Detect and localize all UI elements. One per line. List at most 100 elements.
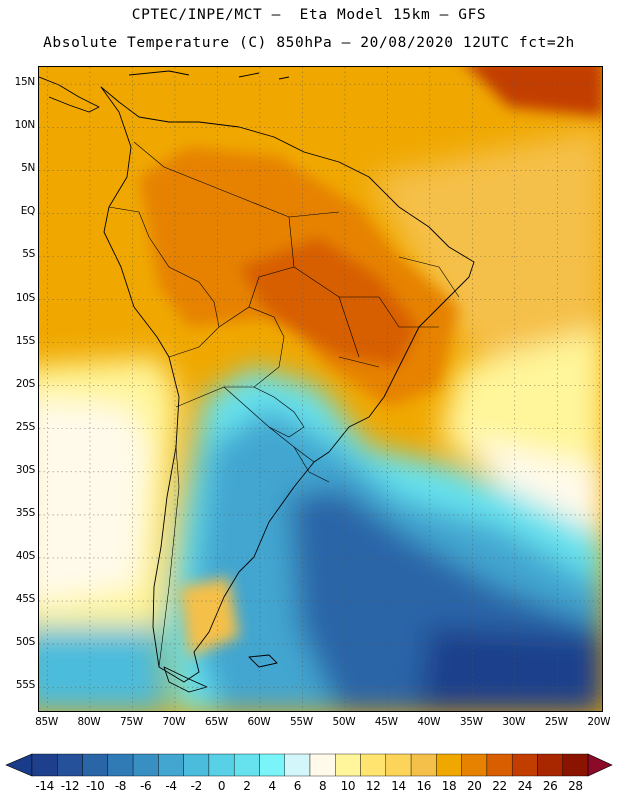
colorbar-tick-label: 2: [243, 779, 251, 793]
chart-title: CPTEC/INPE/MCT – Eta Model 15km – GFS: [131, 7, 487, 23]
lon-tick-label: 60W: [247, 716, 271, 728]
field-hot-northeast: [469, 67, 602, 117]
colorbar-tick-label: -6: [140, 779, 152, 793]
temperature-field: [39, 67, 602, 711]
colorbar-tick-label: 18: [441, 779, 457, 793]
colorbar-swatch: [410, 753, 437, 777]
colorbar-over-arrow: [587, 753, 613, 777]
colorbar: [5, 753, 613, 777]
lon-tick-label: 80W: [77, 716, 101, 728]
colorbar-tick-label: 26: [542, 779, 558, 793]
lat-tick-label: 35S: [15, 506, 35, 519]
colorbar-swatch: [461, 753, 488, 777]
lat-tick-label: 5S: [22, 248, 35, 261]
colorbar-tick-label: 16: [416, 779, 431, 793]
lat-tick-label: 30S: [15, 463, 35, 476]
lon-tick-label: 50W: [332, 716, 356, 728]
map-panel: [38, 66, 603, 712]
lon-tick-label: 30W: [502, 716, 526, 728]
colorbar-swatch: [57, 753, 83, 777]
colorbar-tick-label: -10: [85, 779, 105, 793]
field-south-pacific: [39, 627, 169, 711]
colorbar-swatch: [31, 753, 58, 777]
lat-tick-label: 40S: [15, 549, 35, 562]
coastlines: [39, 70, 475, 693]
lat-tick-label: 20S: [15, 377, 35, 390]
colorbar-swatch: [562, 753, 589, 777]
colorbar-swatch: [436, 753, 462, 777]
colorbar-tick-label: -4: [165, 779, 177, 793]
field-pale-pacific: [39, 398, 149, 604]
field-hottest-core: [239, 237, 419, 367]
border-paraguay: [253, 386, 305, 438]
colorbar-tick-label: 8: [319, 779, 327, 793]
colorbar-tick-label: -14: [35, 779, 54, 793]
colorbar-swatch: [511, 753, 538, 777]
brazil-states: [238, 196, 460, 368]
colorbar-tick-label: 24: [517, 779, 533, 793]
temperature-map: [39, 67, 602, 711]
colorbar-tick-label: 22: [492, 779, 507, 793]
lon-tick-label: 55W: [289, 716, 313, 728]
field-atlantic-pale: [469, 437, 602, 537]
colorbar-swatch: [158, 753, 184, 777]
lat-tick-label: 50S: [15, 636, 35, 649]
colorbar-tick-label: -12: [60, 779, 80, 793]
colorbar-tick-label: 6: [293, 779, 302, 793]
colorbar-tick-label: -2: [190, 779, 203, 793]
colorbar-swatch: [360, 753, 387, 777]
colorbar-swatch: [183, 753, 210, 777]
border-argentina-north: [175, 386, 315, 463]
colorbar-swatch: [284, 753, 311, 777]
lat-tick-label: 15N: [14, 76, 36, 89]
colorbar-swatch: [259, 753, 285, 777]
colorbar-swatch: [537, 753, 563, 777]
border-bolivia: [168, 306, 285, 388]
lon-tick-label: 35W: [459, 716, 483, 728]
falkland-islands: [248, 654, 278, 668]
colorbar-tick-label: 28: [568, 779, 583, 793]
field-warm-ocean-north: [369, 127, 602, 367]
colorbar-swatch: [486, 753, 513, 777]
lon-tick-label: 40W: [417, 716, 441, 728]
colorbar-swatch: [107, 753, 134, 777]
colorbar-swatch: [335, 753, 361, 777]
lon-tick-label: 75W: [120, 716, 143, 728]
lat-tick-label: 45S: [15, 593, 35, 606]
colorbar-tick-label: 10: [340, 779, 356, 793]
lon-tick-label: 45W: [374, 716, 398, 728]
colorbar-swatch: [233, 753, 260, 777]
lon-tick-label: 25W: [544, 716, 568, 728]
country-borders: [108, 141, 460, 668]
border-colombia-venezuela: [133, 141, 240, 198]
colorbar-swatch: [309, 753, 336, 777]
chart-subtitle: Absolute Temperature (C) 850hPa – 20/08/…: [43, 35, 575, 51]
colorbar-tick-label: -8: [114, 779, 127, 793]
lat-tick-label: 10N: [14, 119, 36, 132]
field-deep-south: [419, 627, 602, 711]
colorbar-swatch: [208, 753, 235, 777]
central-america: [39, 76, 100, 113]
lon-tick-label: 20W: [587, 716, 611, 728]
lon-tick-label: 85W: [35, 716, 58, 728]
border-peru-brazil: [148, 236, 220, 328]
border-ecuador-peru: [108, 206, 150, 238]
lat-tick-label: 55S: [15, 679, 35, 692]
south-america-coastline: [100, 86, 475, 683]
lon-tick-label: 70W: [162, 716, 186, 728]
colorbar-swatch: [385, 753, 412, 777]
tierra-del-fuego: [163, 666, 208, 693]
colorbar-swatch: [82, 753, 109, 777]
lat-tick-label: 15S: [15, 334, 35, 347]
colorbar-tick-label: 20: [467, 779, 482, 793]
colorbar-under-arrow: [5, 753, 33, 777]
lon-tick-label: 65W: [204, 716, 228, 728]
caribbean-islands: [128, 70, 290, 80]
lat-tick-label: EQ: [20, 205, 36, 218]
colorbar-tick-label: 4: [268, 779, 276, 793]
colorbar-tick-label: 14: [391, 779, 406, 793]
lat-tick-label: 5N: [21, 162, 35, 175]
colorbar-swatch: [132, 753, 159, 777]
lat-tick-label: 10S: [15, 291, 35, 304]
border-argentina-chile: [158, 446, 180, 668]
